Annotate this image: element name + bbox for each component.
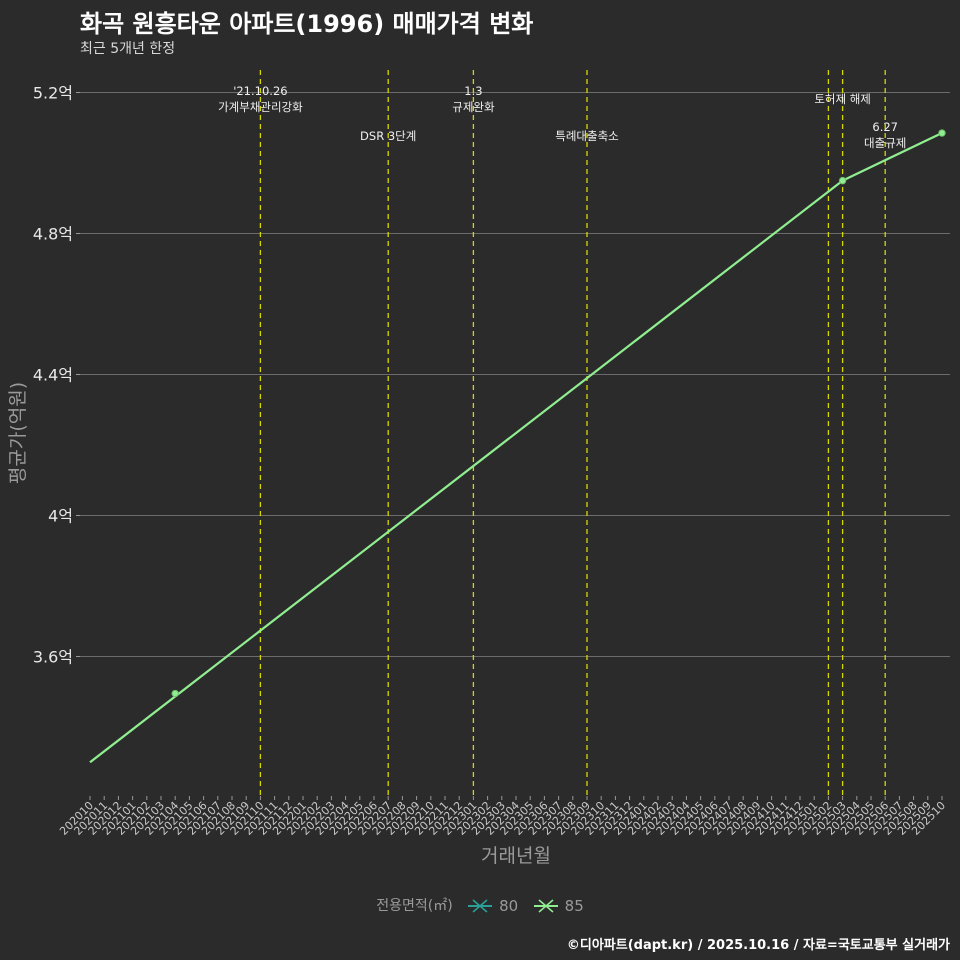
chart-subtitle: 최근 5개년 한정 [80,41,176,57]
legend-title: 전용면적(㎡) [376,898,453,914]
data-point-85 [171,689,179,698]
legend-key-80-icon [468,899,493,913]
event-label: 특례대출축소 [555,129,618,143]
event-label: 대출규제 [864,136,906,150]
legend-label-80: 80 [499,897,519,915]
legend-item-80: 80 [465,896,518,916]
y-tick-label: 4.8억 [33,225,73,244]
data-point-85 [838,176,847,185]
legend-item-85: 85 [531,896,584,916]
event-label: 가계부채관리강화 [218,100,303,114]
legend: 전용면적(㎡) 80 85 [0,895,960,916]
y-axis-title: 평균가(억원) [7,382,29,484]
legend-label-85: 85 [564,897,584,915]
y-tick-label: 4.4억 [33,366,73,385]
event-label: DSR 3단계 [360,129,416,143]
event-label: 규제완화 [452,100,495,114]
event-label: 6.27 [872,120,898,134]
event-label: 1.3 [464,84,482,98]
data-point-85 [938,129,946,137]
source-caption: ©디아파트(dapt.kr) / 2025.10.16 / 자료=국토교통부 실… [566,938,950,953]
series-line-85 [89,132,943,764]
y-tick-label: 5.2억 [33,84,73,103]
event-label: 토허제 해제 [814,92,871,106]
legend-key-85-icon [533,899,558,913]
y-tick-label: 3.6억 [33,648,73,667]
x-axis-title: 거래년월 [481,845,551,867]
event-label: '21.10.26 [233,84,287,98]
chart-title: 화곡 원흥타운 아파트(1996) 매매가격 변화 [80,10,534,38]
y-tick-label: 4억 [48,507,73,526]
